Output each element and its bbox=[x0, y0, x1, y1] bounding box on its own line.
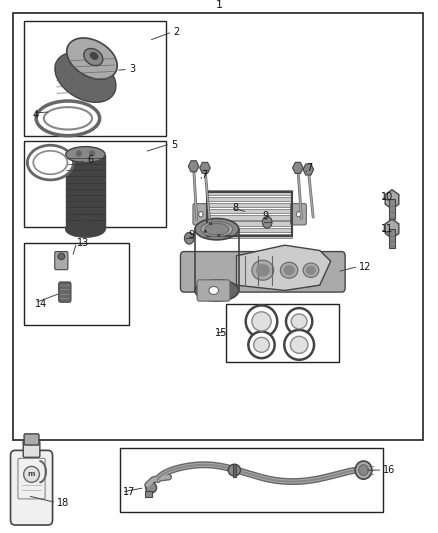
Ellipse shape bbox=[209, 286, 219, 294]
Ellipse shape bbox=[28, 145, 74, 180]
FancyBboxPatch shape bbox=[291, 204, 307, 225]
Text: 12: 12 bbox=[359, 262, 371, 271]
Bar bbox=[24, 21, 166, 136]
FancyBboxPatch shape bbox=[197, 280, 230, 301]
Ellipse shape bbox=[306, 266, 316, 274]
Ellipse shape bbox=[89, 151, 95, 156]
Ellipse shape bbox=[303, 263, 319, 277]
FancyBboxPatch shape bbox=[24, 434, 39, 445]
Bar bbox=[145, 491, 152, 497]
Ellipse shape bbox=[256, 264, 269, 276]
Ellipse shape bbox=[252, 260, 274, 280]
Bar bbox=[120, 448, 383, 512]
Text: 2: 2 bbox=[173, 27, 179, 37]
Ellipse shape bbox=[291, 314, 307, 329]
Bar bbox=[389, 199, 395, 219]
Ellipse shape bbox=[201, 222, 233, 237]
Ellipse shape bbox=[195, 280, 239, 301]
Ellipse shape bbox=[254, 337, 269, 352]
Ellipse shape bbox=[90, 53, 98, 59]
Ellipse shape bbox=[44, 107, 92, 130]
Text: 15: 15 bbox=[215, 328, 227, 338]
Ellipse shape bbox=[290, 336, 308, 353]
FancyBboxPatch shape bbox=[55, 252, 68, 270]
Text: 16: 16 bbox=[383, 465, 396, 475]
Ellipse shape bbox=[58, 253, 65, 260]
Bar bbox=[207, 228, 293, 232]
Bar bbox=[207, 222, 293, 226]
Ellipse shape bbox=[67, 38, 117, 79]
Bar bbox=[24, 141, 166, 227]
Bar bbox=[207, 197, 293, 201]
Ellipse shape bbox=[286, 308, 312, 335]
FancyBboxPatch shape bbox=[193, 204, 208, 225]
Ellipse shape bbox=[280, 262, 298, 278]
Ellipse shape bbox=[296, 212, 300, 217]
Ellipse shape bbox=[204, 230, 207, 233]
Bar bbox=[207, 215, 293, 220]
FancyBboxPatch shape bbox=[23, 441, 40, 457]
Bar bbox=[233, 464, 236, 477]
Bar bbox=[207, 234, 293, 238]
Ellipse shape bbox=[205, 223, 229, 235]
Bar bbox=[226, 304, 339, 362]
Ellipse shape bbox=[195, 219, 239, 240]
Bar bbox=[207, 209, 293, 213]
Ellipse shape bbox=[209, 222, 212, 225]
Text: 6: 6 bbox=[88, 155, 94, 165]
Bar bbox=[389, 229, 395, 248]
Ellipse shape bbox=[145, 482, 156, 493]
Ellipse shape bbox=[228, 464, 240, 476]
Text: 10: 10 bbox=[381, 192, 393, 202]
FancyBboxPatch shape bbox=[180, 252, 345, 292]
Text: 7: 7 bbox=[201, 170, 208, 180]
Ellipse shape bbox=[76, 151, 81, 156]
Text: 13: 13 bbox=[77, 238, 89, 247]
Ellipse shape bbox=[217, 234, 221, 237]
Bar bbox=[13, 13, 423, 440]
Ellipse shape bbox=[355, 461, 372, 479]
Text: 3: 3 bbox=[129, 64, 135, 74]
Ellipse shape bbox=[24, 466, 39, 482]
FancyBboxPatch shape bbox=[59, 282, 71, 302]
Ellipse shape bbox=[55, 52, 116, 102]
Text: 7: 7 bbox=[307, 163, 313, 173]
Text: m: m bbox=[28, 471, 35, 478]
Ellipse shape bbox=[284, 330, 314, 360]
Ellipse shape bbox=[198, 212, 203, 217]
Text: 8: 8 bbox=[232, 203, 238, 213]
Ellipse shape bbox=[246, 305, 277, 337]
Text: 14: 14 bbox=[35, 299, 47, 309]
Bar bbox=[207, 203, 293, 207]
FancyBboxPatch shape bbox=[18, 458, 45, 499]
Bar bbox=[24, 243, 129, 325]
Text: 11: 11 bbox=[381, 224, 393, 234]
Ellipse shape bbox=[33, 151, 67, 174]
Ellipse shape bbox=[84, 49, 103, 66]
Ellipse shape bbox=[36, 101, 99, 135]
Ellipse shape bbox=[248, 332, 275, 358]
Text: 4: 4 bbox=[33, 110, 39, 119]
Text: 9: 9 bbox=[263, 211, 269, 221]
Polygon shape bbox=[237, 245, 331, 290]
Text: 17: 17 bbox=[123, 487, 135, 497]
Ellipse shape bbox=[284, 265, 294, 275]
Text: 1: 1 bbox=[215, 1, 223, 10]
Text: 5: 5 bbox=[171, 140, 177, 150]
Ellipse shape bbox=[66, 147, 105, 163]
Ellipse shape bbox=[184, 232, 194, 244]
Text: 18: 18 bbox=[57, 498, 69, 507]
Ellipse shape bbox=[262, 216, 272, 228]
Bar bbox=[66, 155, 105, 229]
Ellipse shape bbox=[359, 465, 368, 475]
Ellipse shape bbox=[252, 312, 271, 331]
Text: 9: 9 bbox=[188, 230, 194, 239]
Ellipse shape bbox=[66, 221, 105, 237]
Bar bbox=[207, 190, 293, 195]
FancyBboxPatch shape bbox=[11, 450, 53, 525]
